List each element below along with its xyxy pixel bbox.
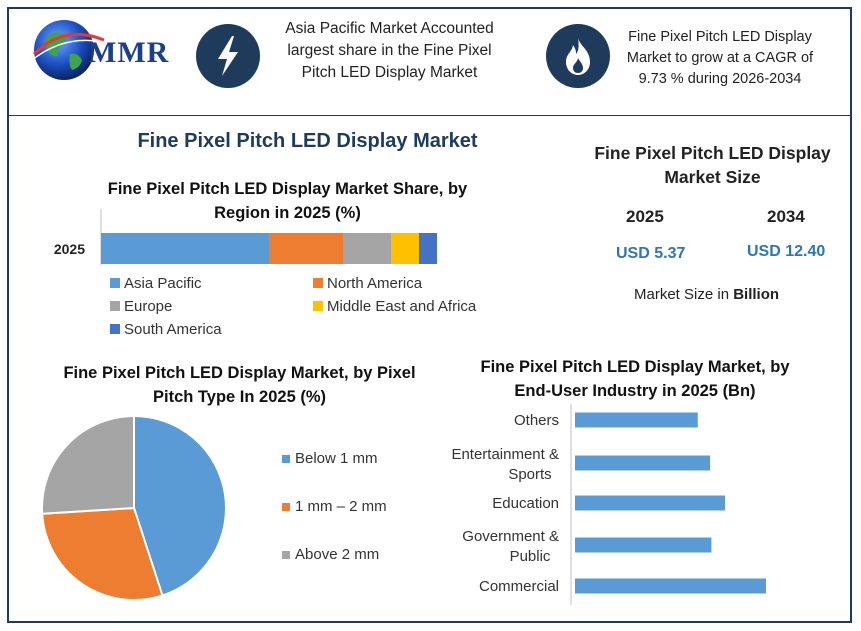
- lightning-icon: [196, 24, 260, 88]
- bar-government-public: [575, 537, 712, 553]
- logo-text: MMR: [88, 36, 170, 69]
- end-user-chart-title: Fine Pixel Pitch LED Display Market, by …: [480, 358, 790, 400]
- header-divider: [9, 115, 852, 116]
- bar-segment-middle-east-and-africa: [391, 233, 419, 264]
- pie-slice-below-1-mm: [133, 414, 227, 597]
- category-label-others: Others: [514, 412, 559, 429]
- legend-label-asia-pacific: Asia Pacific: [124, 275, 202, 292]
- bar-segment-north-america: [269, 233, 343, 264]
- market-size-2034-value: USD 12.40: [747, 243, 826, 260]
- legend-swatch-europe: [110, 301, 120, 311]
- main-title: Fine Pixel Pitch LED Display Market: [137, 130, 478, 152]
- bar-segment-south-america: [419, 233, 437, 264]
- logo: [30, 14, 190, 88]
- bar-segment-europe: [343, 233, 391, 264]
- legend-swatch-asia-pacific: [110, 278, 120, 288]
- bar-education: [575, 495, 726, 511]
- pie-legend-swatch-below-1-mm: [282, 455, 290, 463]
- category-label-education: Education: [492, 495, 559, 512]
- legend-label-middle-east-and-africa: Middle East and Africa: [327, 298, 477, 315]
- legend-swatch-north-america: [313, 278, 323, 288]
- category-label-commercial: Commercial: [479, 578, 559, 595]
- bar-entertainment-sports: [575, 455, 711, 471]
- pie-legend-label-above-2-mm: Above 2 mm: [295, 546, 379, 563]
- category-label-entertainment-sports: Entertainment & Sports: [451, 446, 559, 483]
- header-asia-pacific-text: Asia Pacific Market Accounted largest sh…: [285, 20, 494, 81]
- pie-slice-above-2-mm: [41, 414, 135, 515]
- pie-slice-1-mm-2-mm: [41, 506, 164, 601]
- category-label-government-public: Government & Public: [462, 528, 559, 565]
- end-user-bar-chart: Others Entertainment & Sports Education Gove…: [451, 404, 766, 605]
- legend-label-europe: Europe: [124, 298, 172, 315]
- legend-swatch-south-america: [110, 324, 120, 334]
- pixel-pitch-pie-chart: Below 1 mm 1 mm – 2 mm Above 2 mm: [41, 414, 387, 601]
- legend-label-south-america: South America: [124, 321, 222, 338]
- header-cagr-text: Fine Pixel Pitch LED Display Market to g…: [626, 29, 814, 87]
- year-2025-label: 2025: [626, 207, 664, 226]
- infographic-frame: [7, 7, 852, 623]
- market-size-2025-value: USD 5.37: [616, 245, 686, 262]
- market-size-title: Fine Pixel Pitch LED Display Market Size: [594, 143, 831, 187]
- bar-others: [575, 412, 698, 428]
- pie-legend-label-below-1-mm: Below 1 mm: [295, 450, 378, 467]
- pie-legend-swatch-1-mm-2-mm: [282, 503, 290, 511]
- bar-segment-asia-pacific: [101, 233, 269, 264]
- bar-commercial: [575, 578, 766, 594]
- pie-legend-swatch-above-2-mm: [282, 551, 290, 559]
- year-2034-label: 2034: [767, 207, 805, 226]
- region-chart-title: Fine Pixel Pitch LED Display Market Shar…: [107, 180, 468, 222]
- region-stacked-bar-chart: 2025 Asia Pacific North America Europe Middl…: [54, 209, 477, 338]
- market-size-caption: Market Size in Billion: [634, 286, 780, 303]
- legend-swatch-middle-east-and-africa: [313, 301, 323, 311]
- flame-icon: [546, 24, 610, 88]
- pixel-pitch-chart-title: Fine Pixel Pitch LED Display Market, by …: [63, 364, 416, 406]
- legend-label-north-america: North America: [327, 275, 423, 292]
- pie-legend-label-1-mm-2-mm: 1 mm – 2 mm: [295, 498, 387, 515]
- globe-icon: [31, 20, 111, 80]
- category-label: 2025: [54, 241, 85, 257]
